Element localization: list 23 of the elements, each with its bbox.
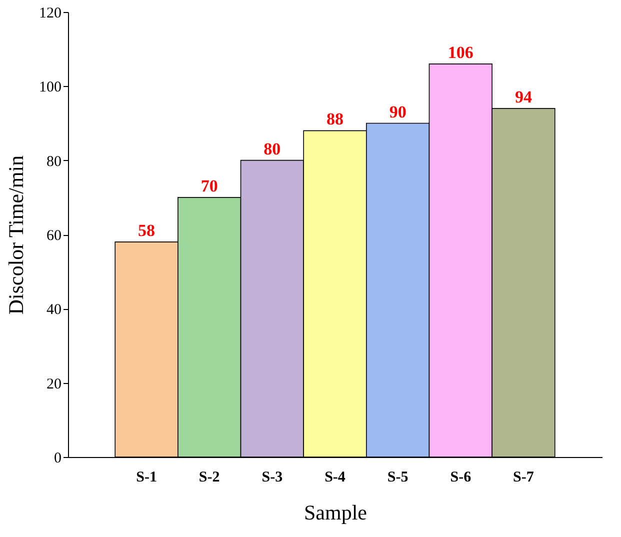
data-label: 94: [514, 87, 532, 106]
data-label: 90: [389, 102, 406, 122]
data-label: 70: [200, 176, 218, 196]
x-tick-label: S-4: [324, 470, 346, 486]
y-tick-label: 40: [46, 302, 62, 318]
y-axis-title: Discolor Time/min: [4, 154, 28, 315]
data-label: 80: [264, 139, 281, 158]
y-tick-label: 120: [39, 6, 62, 22]
x-axis-title: Sample: [304, 500, 367, 524]
y-tick-label: 80: [46, 154, 62, 170]
x-tick-label: S-7: [513, 470, 534, 486]
y-tick-label: 100: [39, 80, 62, 96]
data-label: 106: [448, 42, 474, 62]
y-tick-label: 20: [46, 376, 62, 392]
data-label: 58: [138, 220, 156, 240]
data-label: 88: [326, 110, 344, 129]
x-tick-label: S-5: [387, 470, 408, 486]
x-tick-label: S-3: [262, 470, 283, 486]
x-tick-label: S-1: [136, 470, 157, 486]
x-tick-label: S-2: [198, 470, 220, 486]
y-tick-label: 60: [46, 228, 62, 244]
y-tick-label: 0: [54, 450, 62, 466]
x-tick-label: S-6: [450, 470, 472, 486]
